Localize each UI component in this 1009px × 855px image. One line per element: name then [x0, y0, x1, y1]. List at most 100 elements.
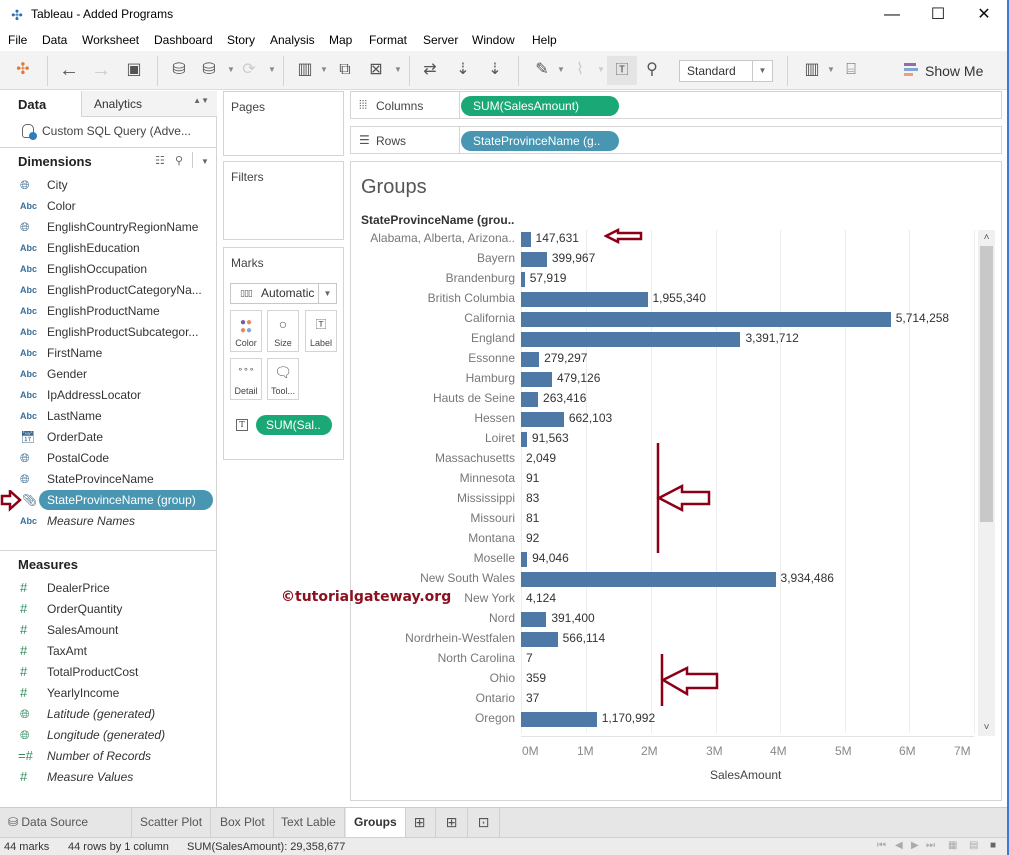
rows-shelf[interactable]: ☰ Rows StateProvinceName (g..	[350, 126, 1002, 154]
field-state-province-name[interactable]: 🌐︎ StateProvinceName	[20, 472, 154, 486]
x-axis-title[interactable]: SalesAmount	[710, 768, 782, 782]
row-label[interactable]: Ohio	[489, 671, 515, 685]
menu-file[interactable]: File	[8, 33, 28, 47]
detail-button[interactable]: ∘∘∘ Detail	[230, 358, 262, 400]
row-header[interactable]: StateProvinceName (grou..	[361, 213, 515, 227]
previous-page-icon[interactable]: ◀	[895, 840, 903, 851]
scroll-thumb[interactable]	[980, 246, 993, 522]
field-english-country-region-name[interactable]: 🌐︎ EnglishCountryRegionName	[20, 220, 199, 234]
field-english-education[interactable]: Abc EnglishEducation	[20, 241, 140, 255]
field-english-product-category-name[interactable]: Abc EnglishProductCategoryNa...	[20, 283, 202, 297]
field-sales-amount[interactable]: # SalesAmount	[20, 622, 119, 638]
new-story-tab-icon[interactable]: ⊡	[468, 808, 500, 837]
tab-text-lable[interactable]: Text Lable	[273, 808, 345, 837]
bar[interactable]	[521, 372, 552, 387]
row-label[interactable]: Hamburg	[465, 371, 515, 385]
sort-ascending-icon[interactable]: ⇣	[456, 61, 470, 78]
group-dropdown-icon[interactable]: ▼	[597, 65, 605, 74]
refresh-dropdown-icon[interactable]: ▼	[268, 65, 276, 74]
row-label[interactable]: British Columbia	[427, 291, 515, 305]
row-label[interactable]: New South Wales	[420, 571, 515, 585]
tab-data[interactable]: Data	[0, 91, 81, 117]
field-tax-amt[interactable]: # TaxAmt	[20, 643, 88, 659]
refresh-icon[interactable]: ⟳	[242, 61, 256, 78]
tableau-home-icon[interactable]: ✣	[16, 61, 30, 78]
bar[interactable]	[521, 252, 547, 267]
row-label[interactable]: Hessen	[474, 411, 515, 425]
field-measure-values[interactable]: # Measure Values	[20, 769, 134, 785]
presentation-mode-icon[interactable]: ⌸	[846, 61, 856, 78]
bar[interactable]	[521, 552, 528, 567]
field-longitude-generated[interactable]: 🌐︎ Longitude (generated)	[20, 728, 166, 742]
show-cards-icon[interactable]: ▥	[804, 61, 820, 78]
save-icon[interactable]: ▣	[126, 61, 142, 78]
maximize-button[interactable]: ☐	[930, 6, 946, 23]
last-page-icon[interactable]: ⏭	[926, 840, 935, 851]
size-button[interactable]: ○ Size	[267, 310, 299, 352]
row-label[interactable]: North Carolina	[437, 651, 515, 665]
field-postal-code[interactable]: 🌐︎ PostalCode	[20, 451, 110, 465]
tab-data-source[interactable]: ⛁ Data Source	[0, 808, 132, 837]
menu-window[interactable]: Window	[472, 33, 515, 47]
field-english-product-name[interactable]: Abc EnglishProductName	[20, 304, 160, 318]
menu-server[interactable]: Server	[423, 33, 459, 47]
row-label[interactable]: Nord	[488, 611, 515, 625]
menu-dashboard[interactable]: Dashboard	[154, 33, 213, 47]
field-ip-address-locator[interactable]: Abc IpAddressLocator	[20, 388, 142, 402]
bar[interactable]	[521, 312, 891, 327]
tab-groups[interactable]: Groups	[346, 808, 406, 837]
bar[interactable]	[521, 612, 547, 627]
row-label[interactable]: California	[464, 311, 515, 325]
columns-shelf[interactable]: ⦙⦙⦙ Columns SUM(SalesAmount)	[350, 91, 1002, 119]
forward-arrow-icon[interactable]: →	[91, 59, 111, 81]
row-label[interactable]: Minnesota	[459, 471, 515, 485]
new-worksheet-tab-icon[interactable]: ⊞	[404, 808, 436, 837]
vertical-scrollbar[interactable]: ˄ ˅	[978, 230, 995, 736]
field-city[interactable]: 🌐︎ City	[20, 178, 68, 192]
sheet-sorter-icon[interactable]: ▦	[948, 840, 958, 851]
field-last-name[interactable]: Abc LastName	[20, 409, 102, 423]
field-total-product-cost[interactable]: # TotalProductCost	[20, 664, 139, 680]
swap-rows-columns-icon[interactable]: ⇄	[423, 61, 437, 78]
filters-card[interactable]: Filters	[223, 161, 344, 240]
field-color[interactable]: Abc Color	[20, 199, 76, 213]
row-label[interactable]: Essonne	[468, 351, 515, 365]
tab-box-plot[interactable]: Box Plot	[212, 808, 274, 837]
field-number-of-records[interactable]: =# Number of Records	[18, 748, 152, 764]
bar[interactable]	[521, 392, 539, 407]
row-label[interactable]: Brandenburg	[445, 271, 515, 285]
bar[interactable]	[521, 572, 776, 587]
row-label[interactable]: Hauts de Seine	[432, 391, 515, 405]
show-mark-labels-icon[interactable]: 🅃	[607, 56, 637, 85]
field-first-name[interactable]: Abc FirstName	[20, 346, 103, 360]
menu-analysis[interactable]: Analysis	[270, 33, 315, 47]
tab-analytics[interactable]: Analytics ▲▼	[81, 91, 217, 117]
field-gender[interactable]: Abc Gender	[20, 367, 88, 381]
minimize-button[interactable]: —	[884, 6, 900, 23]
duplicate-sheet-icon[interactable]: ⧉	[339, 61, 351, 78]
field-measure-names[interactable]: Abc Measure Names	[20, 514, 136, 528]
tab-scatter-plot[interactable]: Scatter Plot	[132, 808, 212, 837]
filmstrip-icon[interactable]: ▤	[969, 840, 979, 851]
row-label[interactable]: Nordrhein-Westfalen	[405, 631, 515, 645]
bar[interactable]	[521, 412, 564, 427]
pages-card[interactable]: Pages	[223, 91, 344, 156]
clear-sheet-icon[interactable]: ⊠	[369, 61, 383, 78]
scroll-up-icon[interactable]: ˄	[983, 232, 990, 243]
row-label[interactable]: New York	[464, 591, 515, 605]
bar[interactable]	[521, 232, 531, 247]
pause-auto-updates-icon[interactable]: ⛁	[202, 61, 216, 78]
row-label[interactable]: Oregon	[474, 711, 515, 725]
row-label[interactable]: Loiret	[484, 431, 515, 445]
row-label[interactable]: Massachusetts	[434, 451, 515, 465]
label-button[interactable]: 🅃 Label	[305, 310, 337, 352]
group-members-icon[interactable]: ⌇	[576, 61, 584, 78]
field-order-date[interactable]: 📅︎ OrderDate	[20, 430, 104, 444]
first-page-icon[interactable]: ⏮	[877, 840, 886, 851]
row-label[interactable]: Ontario	[475, 691, 515, 705]
highlight-dropdown-icon[interactable]: ▼	[557, 65, 565, 74]
back-arrow-icon[interactable]: ←	[59, 59, 79, 81]
new-dashboard-tab-icon[interactable]: ⊞	[436, 808, 468, 837]
menu-format[interactable]: Format	[369, 33, 408, 47]
row-label[interactable]: Missouri	[470, 511, 515, 525]
